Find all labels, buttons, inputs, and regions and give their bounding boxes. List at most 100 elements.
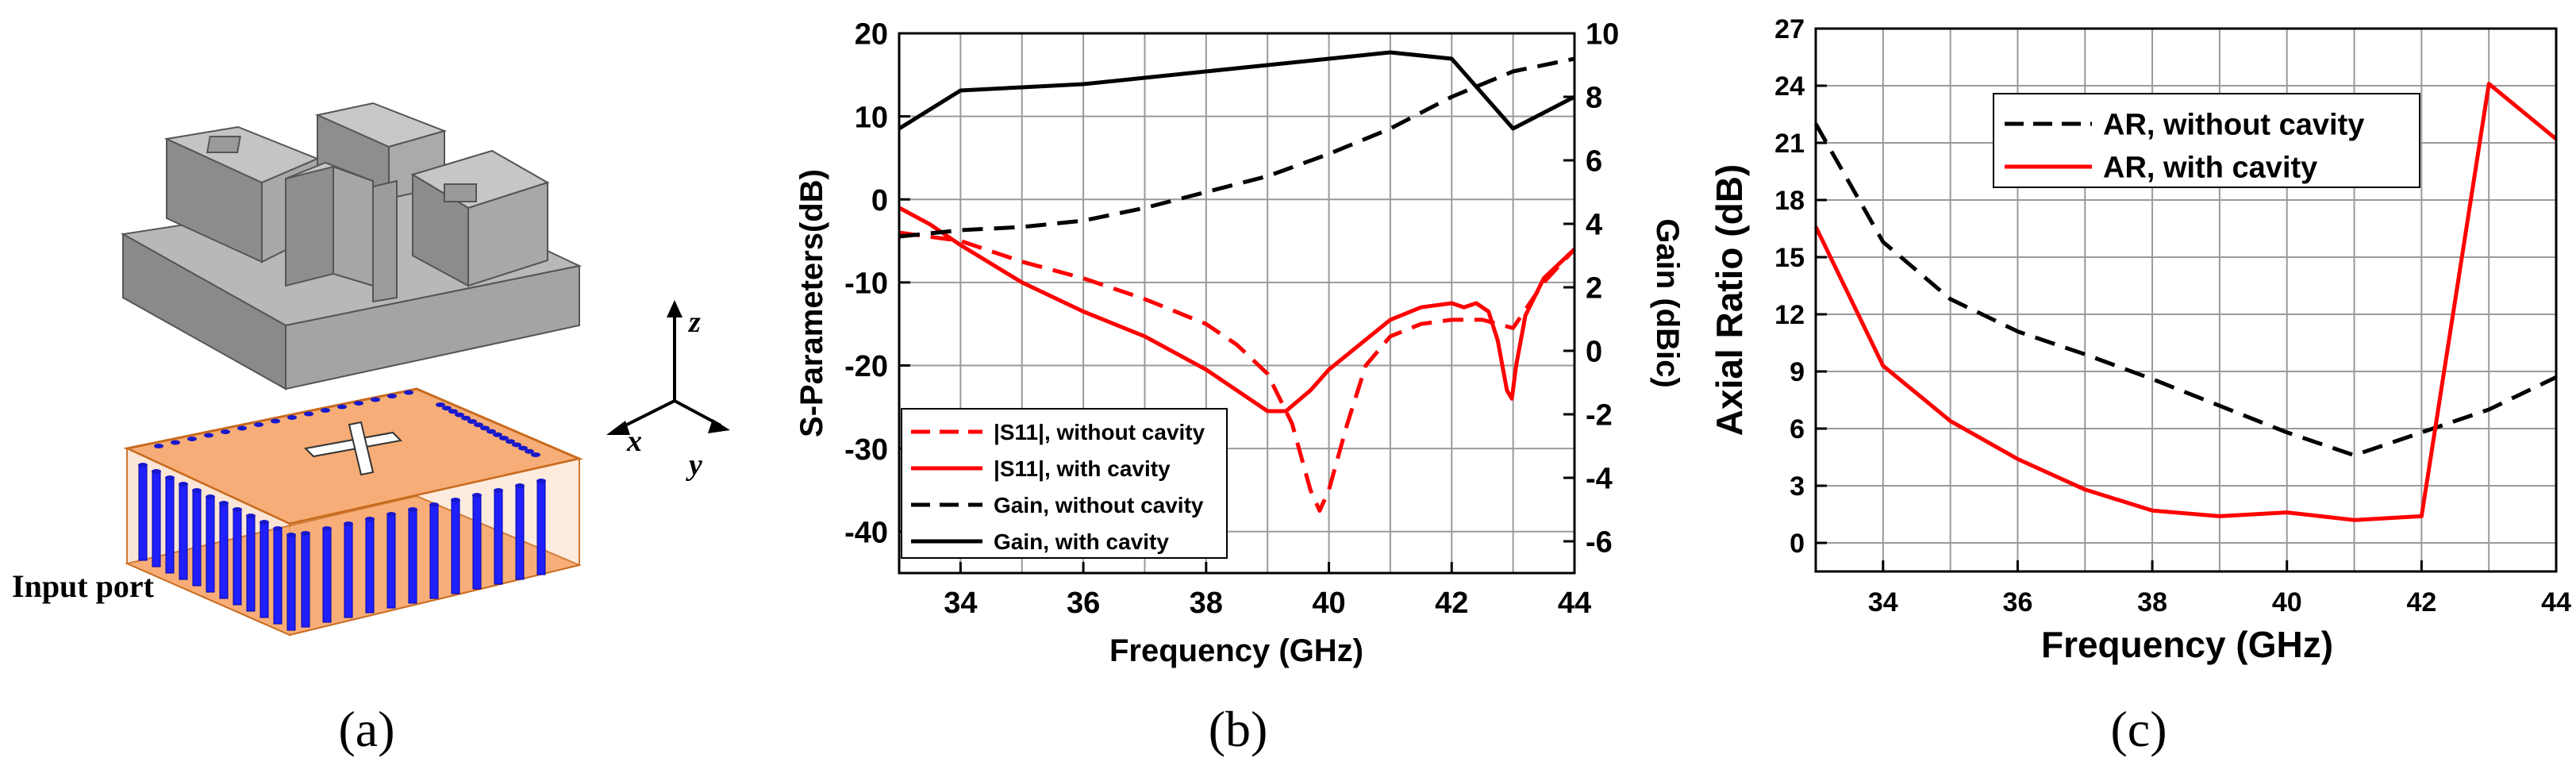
series-line-ar-with-cavity	[1813, 82, 2558, 522]
via-post	[322, 528, 332, 623]
via-top	[531, 452, 540, 457]
series-line-s11-with-cavity	[898, 206, 1576, 414]
y-tick-label: 18	[1774, 186, 1805, 216]
chart-c-legend-box	[1993, 93, 2420, 188]
via-post	[494, 490, 503, 585]
via-top	[233, 507, 242, 512]
chart-b-plot-frame	[898, 32, 1576, 575]
x-tick-label: 38	[2137, 587, 2167, 617]
legend-label: Gain, without cavity	[994, 493, 1204, 517]
chart-b-y-axis-title: S-Parameters(dB)	[794, 169, 829, 437]
via-post	[179, 483, 188, 580]
coordinate-axes-icon: z x y	[606, 300, 730, 482]
via-top	[480, 425, 490, 431]
via-top	[467, 419, 477, 424]
via-top	[273, 526, 283, 531]
substrate-siw-feed-model-icon	[123, 387, 583, 637]
via-top	[304, 411, 313, 417]
via-top	[219, 501, 229, 506]
y-tick-label: -20	[844, 350, 888, 383]
z-axis-label: z	[687, 306, 701, 339]
via-top	[322, 526, 332, 531]
via-top	[455, 412, 464, 417]
chart-b-y2-axis-title: Gain (dBic)	[1650, 218, 1685, 387]
via-top	[506, 439, 515, 444]
y-tick-label: 21	[1774, 129, 1805, 159]
y2-tick-label: 4	[1586, 209, 1602, 242]
input-port-label: Input port	[12, 568, 155, 604]
via-top	[165, 475, 175, 480]
via-post	[138, 464, 148, 561]
via-post	[286, 534, 296, 631]
series-line-ar-without-cavity	[1813, 122, 2558, 458]
y-tick-label: 24	[1774, 71, 1805, 102]
via-top	[187, 437, 197, 441]
legend-label: |S11|, with cavity	[994, 456, 1171, 481]
via-post	[219, 502, 229, 599]
legend-label: Gain, with cavity	[994, 529, 1169, 554]
chart-b-legend: |S11|, without cavity |S11|, with cavity G…	[901, 408, 1228, 559]
via-top	[499, 436, 509, 441]
via-top	[204, 433, 213, 438]
via-top	[260, 520, 269, 525]
via-top	[387, 394, 397, 398]
chart-b-x-axis-title: Frequency (GHz)	[1109, 633, 1363, 668]
via-top	[474, 422, 483, 428]
via-top	[271, 418, 280, 424]
panel-label-b: (b)	[1209, 701, 1268, 757]
via-top	[354, 401, 363, 406]
via-top	[301, 531, 310, 536]
y-tick-label: 9	[1790, 357, 1805, 387]
via-top	[138, 463, 148, 467]
x-tick-label: 44	[1558, 587, 1591, 620]
x-tick-label: 36	[1067, 587, 1100, 620]
via-top	[518, 445, 528, 451]
via-post	[206, 496, 215, 593]
y-tick-label: -30	[844, 433, 888, 467]
via-post	[515, 485, 525, 580]
via-top	[448, 409, 458, 414]
y-axis-label: y	[686, 448, 702, 482]
y2-tick-label: 6	[1586, 145, 1602, 179]
chart-b-ticks: 34 36 38 40 42 4420100-10-20-30-401086420-2-4…	[844, 18, 1619, 620]
y2-tick-label: 0	[1586, 336, 1602, 369]
y-tick-label: -40	[844, 516, 888, 549]
x-tick-label: 38	[1190, 587, 1223, 620]
via-top	[221, 429, 230, 434]
via-array	[138, 390, 546, 631]
series-line-s11-without-cavity	[898, 230, 1576, 513]
via-post	[246, 515, 256, 612]
x-tick-label: 40	[2272, 587, 2302, 617]
via-post	[536, 480, 546, 575]
y2-tick-label: 10	[1586, 18, 1619, 52]
chart-c-plot-frame	[1814, 27, 2558, 573]
y-tick-label: 20	[855, 18, 888, 52]
chart-c-y-axis-title: Axial Ratio (dB)	[1709, 164, 1750, 436]
via-top	[442, 406, 452, 411]
via-post	[429, 504, 439, 599]
via-top	[179, 482, 188, 487]
x-tick-label: 44	[2541, 587, 2571, 617]
via-top	[494, 488, 503, 493]
via-top	[337, 404, 347, 410]
panel-b-chart: 34 36 38 40 42 4420100-10-20-30-401086420-2-4…	[794, 18, 1685, 757]
via-post	[152, 471, 161, 567]
via-post	[451, 499, 460, 594]
chart-b-series	[898, 50, 1576, 513]
via-top	[436, 402, 445, 407]
y-tick-label: 15	[1774, 243, 1805, 273]
via-top	[536, 479, 546, 483]
via-post	[260, 521, 269, 618]
y2-tick-label: 8	[1586, 82, 1602, 115]
via-top	[486, 429, 496, 434]
via-top	[321, 408, 330, 413]
panel-label-a: (a)	[338, 701, 394, 757]
via-top	[525, 448, 534, 454]
via-top	[192, 488, 202, 493]
via-top	[365, 517, 375, 521]
x-tick-label: 42	[1435, 587, 1468, 620]
series-line-gain-with-cavity	[898, 50, 1576, 131]
via-top	[429, 502, 439, 507]
panel-a-model: Input port z x y (a)	[12, 102, 730, 757]
legend-label: AR, without cavity	[2103, 109, 2364, 142]
